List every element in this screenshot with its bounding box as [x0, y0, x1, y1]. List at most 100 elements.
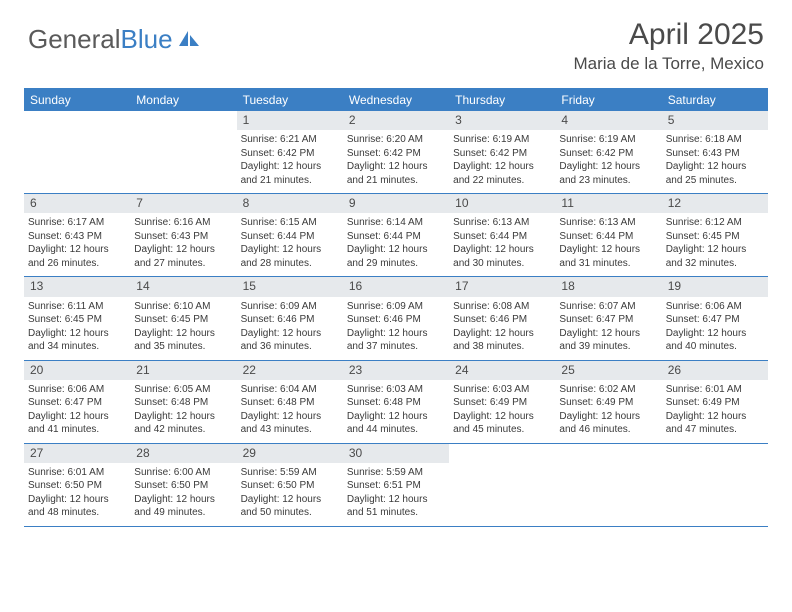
- day-cell: .: [24, 111, 130, 193]
- sunrise-line: Sunrise: 6:09 AM: [241, 300, 339, 314]
- daylight-line-1: Daylight: 12 hours: [453, 160, 551, 174]
- daylight-line-2: and 36 minutes.: [241, 340, 339, 354]
- title-block: April 2025 Maria de la Torre, Mexico: [573, 18, 764, 74]
- logo-text-general: General: [28, 24, 121, 55]
- sunrise-line: Sunrise: 6:13 AM: [453, 216, 551, 230]
- day-number: 19: [662, 277, 768, 296]
- daylight-line-1: Daylight: 12 hours: [666, 327, 764, 341]
- sunset-line: Sunset: 6:49 PM: [559, 396, 657, 410]
- sunrise-line: Sunrise: 6:15 AM: [241, 216, 339, 230]
- day-number: 14: [130, 277, 236, 296]
- daylight-line-2: and 23 minutes.: [559, 174, 657, 188]
- week-row: ..1Sunrise: 6:21 AMSunset: 6:42 PMDaylig…: [24, 111, 768, 194]
- daylight-line-1: Daylight: 12 hours: [559, 327, 657, 341]
- sunrise-line: Sunrise: 6:13 AM: [559, 216, 657, 230]
- day-cell: 23Sunrise: 6:03 AMSunset: 6:48 PMDayligh…: [343, 361, 449, 443]
- sunrise-line: Sunrise: 6:01 AM: [666, 383, 764, 397]
- daylight-line-2: and 27 minutes.: [134, 257, 232, 271]
- sunset-line: Sunset: 6:46 PM: [347, 313, 445, 327]
- day-cell: .: [449, 444, 555, 526]
- daylight-line-2: and 49 minutes.: [134, 506, 232, 520]
- day-cell: 22Sunrise: 6:04 AMSunset: 6:48 PMDayligh…: [237, 361, 343, 443]
- sunrise-line: Sunrise: 6:03 AM: [347, 383, 445, 397]
- sunrise-line: Sunrise: 6:14 AM: [347, 216, 445, 230]
- sunrise-line: Sunrise: 5:59 AM: [347, 466, 445, 480]
- logo-sail-icon: [177, 24, 201, 55]
- day-number: 26: [662, 361, 768, 380]
- day-cell: 3Sunrise: 6:19 AMSunset: 6:42 PMDaylight…: [449, 111, 555, 193]
- daylight-line-1: Daylight: 12 hours: [28, 410, 126, 424]
- day-number: 6: [24, 194, 130, 213]
- daylight-line-1: Daylight: 12 hours: [28, 243, 126, 257]
- sunset-line: Sunset: 6:45 PM: [666, 230, 764, 244]
- day-cell: 7Sunrise: 6:16 AMSunset: 6:43 PMDaylight…: [130, 194, 236, 276]
- sunrise-line: Sunrise: 6:20 AM: [347, 133, 445, 147]
- day-cell: 8Sunrise: 6:15 AMSunset: 6:44 PMDaylight…: [237, 194, 343, 276]
- sunrise-line: Sunrise: 6:09 AM: [347, 300, 445, 314]
- day-number: 2: [343, 111, 449, 130]
- daylight-line-1: Daylight: 12 hours: [134, 410, 232, 424]
- day-cell: 10Sunrise: 6:13 AMSunset: 6:44 PMDayligh…: [449, 194, 555, 276]
- week-row: 27Sunrise: 6:01 AMSunset: 6:50 PMDayligh…: [24, 444, 768, 527]
- sunset-line: Sunset: 6:42 PM: [347, 147, 445, 161]
- daylight-line-2: and 21 minutes.: [241, 174, 339, 188]
- daylight-line-2: and 47 minutes.: [666, 423, 764, 437]
- daylight-line-1: Daylight: 12 hours: [347, 493, 445, 507]
- day-cell: 27Sunrise: 6:01 AMSunset: 6:50 PMDayligh…: [24, 444, 130, 526]
- daylight-line-2: and 40 minutes.: [666, 340, 764, 354]
- sunrise-line: Sunrise: 5:59 AM: [241, 466, 339, 480]
- sunset-line: Sunset: 6:43 PM: [134, 230, 232, 244]
- day-number: 28: [130, 444, 236, 463]
- sunrise-line: Sunrise: 6:19 AM: [559, 133, 657, 147]
- daylight-line-2: and 29 minutes.: [347, 257, 445, 271]
- daylight-line-2: and 21 minutes.: [347, 174, 445, 188]
- daylight-line-1: Daylight: 12 hours: [559, 243, 657, 257]
- sunset-line: Sunset: 6:44 PM: [559, 230, 657, 244]
- day-number: 16: [343, 277, 449, 296]
- daylight-line-1: Daylight: 12 hours: [559, 160, 657, 174]
- sunset-line: Sunset: 6:50 PM: [241, 479, 339, 493]
- day-cell: 30Sunrise: 5:59 AMSunset: 6:51 PMDayligh…: [343, 444, 449, 526]
- sunset-line: Sunset: 6:45 PM: [28, 313, 126, 327]
- sunset-line: Sunset: 6:44 PM: [453, 230, 551, 244]
- day-cell: 2Sunrise: 6:20 AMSunset: 6:42 PMDaylight…: [343, 111, 449, 193]
- daylight-line-1: Daylight: 12 hours: [666, 410, 764, 424]
- day-number: 30: [343, 444, 449, 463]
- day-cell: 29Sunrise: 5:59 AMSunset: 6:50 PMDayligh…: [237, 444, 343, 526]
- daylight-line-2: and 44 minutes.: [347, 423, 445, 437]
- sunset-line: Sunset: 6:43 PM: [666, 147, 764, 161]
- day-number: 25: [555, 361, 661, 380]
- week-row: 20Sunrise: 6:06 AMSunset: 6:47 PMDayligh…: [24, 361, 768, 444]
- day-number: 24: [449, 361, 555, 380]
- day-cell: 11Sunrise: 6:13 AMSunset: 6:44 PMDayligh…: [555, 194, 661, 276]
- dow-cell: Monday: [130, 90, 236, 111]
- day-number: 13: [24, 277, 130, 296]
- sunrise-line: Sunrise: 6:18 AM: [666, 133, 764, 147]
- daylight-line-2: and 30 minutes.: [453, 257, 551, 271]
- day-cell: .: [555, 444, 661, 526]
- sunset-line: Sunset: 6:48 PM: [347, 396, 445, 410]
- daylight-line-1: Daylight: 12 hours: [241, 243, 339, 257]
- dow-row: SundayMondayTuesdayWednesdayThursdayFrid…: [24, 90, 768, 111]
- logo-text-blue: Blue: [121, 24, 173, 55]
- day-cell: 6Sunrise: 6:17 AMSunset: 6:43 PMDaylight…: [24, 194, 130, 276]
- daylight-line-2: and 34 minutes.: [28, 340, 126, 354]
- sunset-line: Sunset: 6:46 PM: [241, 313, 339, 327]
- sunrise-line: Sunrise: 6:08 AM: [453, 300, 551, 314]
- daylight-line-1: Daylight: 12 hours: [453, 327, 551, 341]
- daylight-line-2: and 25 minutes.: [666, 174, 764, 188]
- daylight-line-2: and 50 minutes.: [241, 506, 339, 520]
- day-number: 18: [555, 277, 661, 296]
- daylight-line-1: Daylight: 12 hours: [666, 243, 764, 257]
- daylight-line-1: Daylight: 12 hours: [347, 410, 445, 424]
- daylight-line-1: Daylight: 12 hours: [241, 327, 339, 341]
- daylight-line-2: and 32 minutes.: [666, 257, 764, 271]
- day-cell: 16Sunrise: 6:09 AMSunset: 6:46 PMDayligh…: [343, 277, 449, 359]
- day-cell: 4Sunrise: 6:19 AMSunset: 6:42 PMDaylight…: [555, 111, 661, 193]
- day-number: 29: [237, 444, 343, 463]
- sunrise-line: Sunrise: 6:02 AM: [559, 383, 657, 397]
- daylight-line-2: and 45 minutes.: [453, 423, 551, 437]
- dow-cell: Tuesday: [237, 90, 343, 111]
- month-title: April 2025: [573, 18, 764, 52]
- day-cell: 9Sunrise: 6:14 AMSunset: 6:44 PMDaylight…: [343, 194, 449, 276]
